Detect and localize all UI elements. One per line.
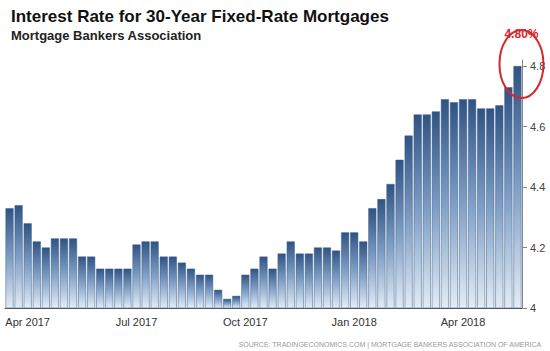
svg-text:Interest Rate for 30-Year Fixe: Interest Rate for 30-Year Fixed-Rate Mor… [11,7,389,26]
svg-text:4: 4 [530,302,536,314]
svg-text:Jan 2018: Jan 2018 [332,316,377,328]
svg-text:4.2: 4.2 [530,242,545,254]
svg-text:Apr 2018: Apr 2018 [441,316,486,328]
svg-text:Oct 2017: Oct 2017 [223,316,268,328]
svg-text:4.4: 4.4 [530,181,545,193]
svg-text:4.6: 4.6 [530,121,545,133]
svg-text:Mortgage Bankers Association: Mortgage Bankers Association [11,28,201,43]
svg-text:SOURCE: TRADINGECONOMICS.COM |: SOURCE: TRADINGECONOMICS.COM | MORTGAGE … [239,341,542,349]
svg-text:Apr 2017: Apr 2017 [5,316,50,328]
svg-text:Jul 2017: Jul 2017 [116,316,158,328]
svg-text:4.80%: 4.80% [504,27,538,41]
svg-text:4.8: 4.8 [530,60,546,72]
